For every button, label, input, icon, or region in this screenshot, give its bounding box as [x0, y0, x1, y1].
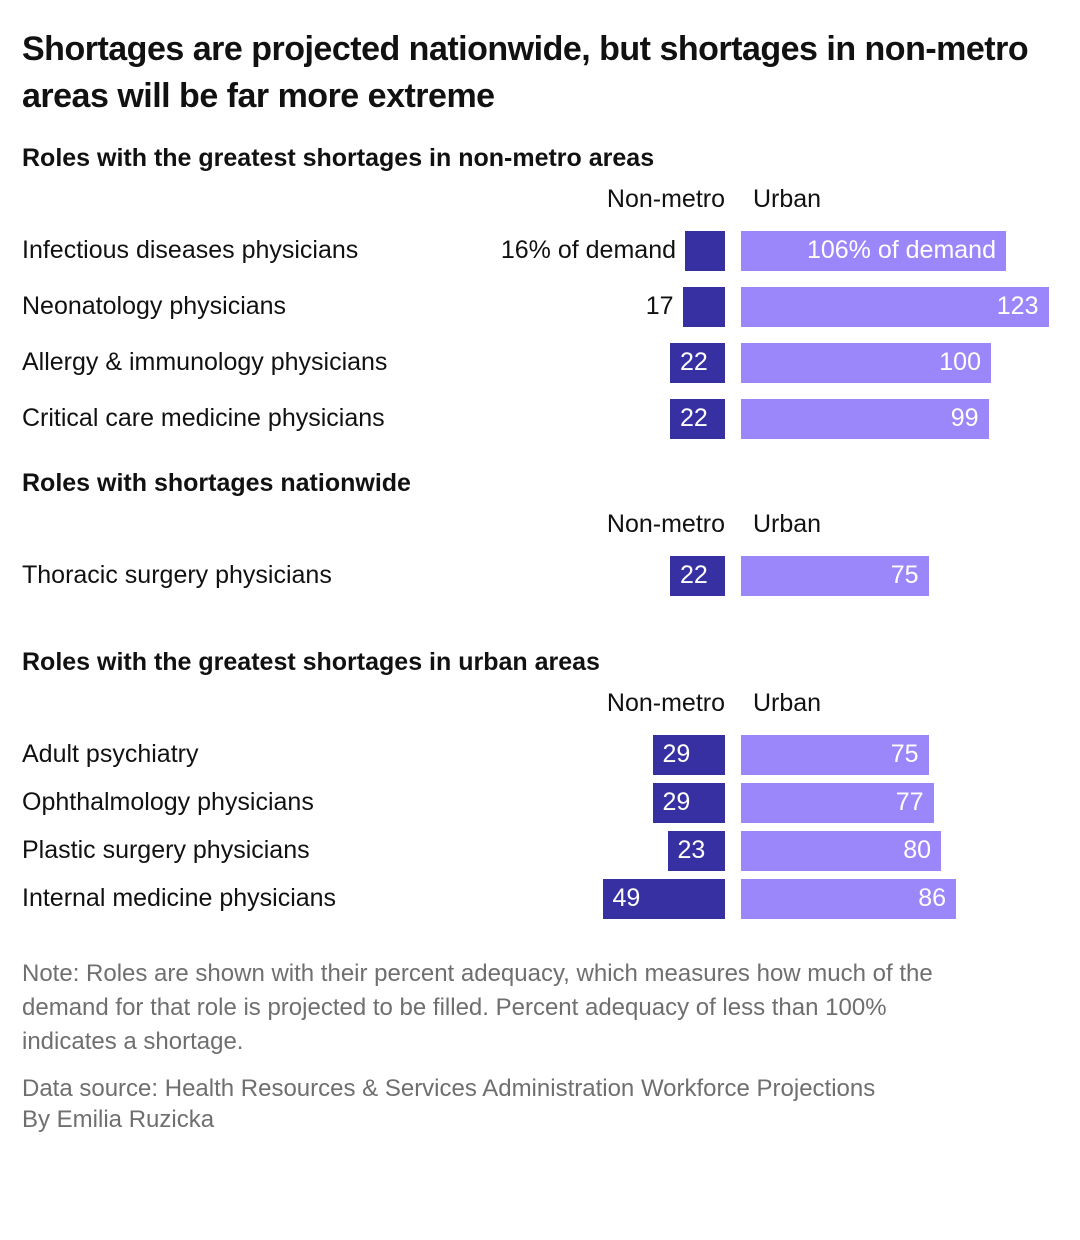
column-header-nonmetro: Non-metro [606, 509, 725, 538]
column-header-nonmetro: Non-metro [606, 688, 725, 717]
chart-row: Infectious diseases physicians 16% of de… [22, 230, 1050, 271]
nonmetro-cell: 22 [462, 398, 725, 439]
column-header-urban: Urban [753, 184, 822, 213]
urban-cell: 80 [741, 830, 1050, 871]
nonmetro-bar [685, 230, 725, 271]
nonmetro-cell: 22 [462, 342, 725, 383]
urban-cell: 106% of demand [741, 230, 1050, 271]
nonmetro-bar: 49 [602, 878, 725, 919]
row-label: Critical care medicine physicians [22, 404, 385, 433]
section-rows: Infectious diseases physicians 16% of de… [22, 230, 1050, 439]
urban-bar: 86 [741, 878, 956, 919]
urban-cell: 75 [741, 734, 1050, 775]
urban-value: 99 [950, 404, 979, 433]
column-header-nonmetro: Non-metro [606, 184, 725, 213]
urban-bar: 106% of demand [741, 230, 1006, 271]
row-label: Ophthalmology physicians [22, 788, 314, 817]
nonmetro-value-inside: 29 [662, 740, 691, 769]
chart-row: Ophthalmology physicians 29 77 [22, 782, 1050, 823]
row-label: Adult psychiatry [22, 740, 199, 769]
urban-bar: 75 [741, 734, 929, 775]
page-title: Shortages are projected nationwide, but … [22, 30, 1029, 115]
chart-section: Roles with the greatest shortages in urb… [22, 648, 1050, 919]
row-label: Thoracic surgery physicians [22, 561, 332, 590]
section-rows: Adult psychiatry 29 75 Ophthalmology phy… [22, 734, 1050, 919]
chart-row: Internal medicine physicians 49 86 [22, 878, 1050, 919]
chart-row: Thoracic surgery physicians 22 75 [22, 555, 1050, 596]
urban-value: 100 [939, 348, 981, 377]
row-label: Infectious diseases physicians [22, 236, 359, 265]
row-label: Neonatology physicians [22, 292, 287, 321]
section-title: Roles with shortages nationwide [22, 468, 411, 497]
chart-row: Allergy & immunology physicians 22 100 [22, 342, 1050, 383]
row-label: Plastic surgery physicians [22, 836, 310, 865]
nonmetro-cell: 29 [462, 734, 725, 775]
urban-bar: 75 [741, 555, 929, 596]
nonmetro-value-inside: 22 [680, 561, 708, 590]
urban-cell: 77 [741, 782, 1050, 823]
chart-row: Neonatology physicians 17 123 [22, 286, 1050, 327]
footer-note: Note: Roles are shown with their percent… [22, 959, 933, 1055]
urban-bar: 77 [741, 782, 934, 823]
nonmetro-cell: 49 [462, 878, 725, 919]
nonmetro-value-inside: 49 [612, 884, 641, 913]
urban-cell: 100 [741, 342, 1050, 383]
nonmetro-bar: 22 [670, 342, 725, 383]
chart: Roles with the greatest shortages in non… [22, 144, 1050, 919]
urban-value: 106% of demand [806, 236, 996, 265]
urban-bar: 123 [741, 286, 1049, 327]
urban-cell: 75 [741, 555, 1050, 596]
urban-value: 80 [903, 836, 931, 865]
urban-value: 123 [996, 292, 1039, 321]
nonmetro-bar: 23 [667, 830, 725, 871]
section-title: Roles with the greatest shortages in urb… [22, 647, 600, 676]
nonmetro-cell: 29 [462, 782, 725, 823]
column-header-urban: Urban [753, 688, 822, 717]
chart-section: Roles with shortages nationwide Non-metr… [22, 469, 1050, 596]
row-label: Internal medicine physicians [22, 884, 337, 913]
urban-cell: 99 [741, 398, 1050, 439]
footer: Note: Roles are shown with their percent… [22, 957, 1050, 1136]
urban-bar: 100 [741, 342, 991, 383]
nonmetro-value-inside: 29 [662, 788, 691, 817]
urban-value: 77 [895, 788, 924, 817]
nonmetro-cell: 22 [462, 555, 725, 596]
nonmetro-bar: 29 [652, 782, 725, 823]
footer-credit: Data source: Health Resources & Services… [22, 1073, 1050, 1135]
urban-cell: 123 [741, 286, 1050, 327]
data-source: Data source: Health Resources & Services… [22, 1075, 876, 1103]
column-headers: Non-metro Urban [22, 689, 1050, 719]
column-headers: Non-metro Urban [22, 510, 1050, 540]
nonmetro-bar: 29 [652, 734, 725, 775]
nonmetro-value-inside: 22 [680, 404, 708, 433]
row-label: Allergy & immunology physicians [22, 348, 388, 377]
chart-section: Roles with the greatest shortages in non… [22, 144, 1050, 439]
nonmetro-bar [682, 286, 725, 327]
urban-cell: 86 [741, 878, 1050, 919]
nonmetro-bar: 22 [670, 555, 725, 596]
byline: By Emilia Ruzicka [22, 1106, 215, 1134]
nonmetro-bar: 22 [670, 398, 725, 439]
chart-row: Adult psychiatry 29 75 [22, 734, 1050, 775]
nonmetro-value-inside: 22 [680, 348, 708, 377]
urban-bar: 80 [741, 830, 941, 871]
nonmetro-value-inside: 23 [677, 836, 706, 865]
section-title: Roles with the greatest shortages in non… [22, 143, 655, 172]
section-rows: Thoracic surgery physicians 22 75 [22, 555, 1050, 596]
urban-value: 75 [890, 561, 919, 590]
nonmetro-cell: 17 [462, 286, 725, 327]
column-header-urban: Urban [753, 509, 822, 538]
chart-row: Plastic surgery physicians 23 80 [22, 830, 1050, 871]
urban-bar: 99 [741, 398, 989, 439]
nonmetro-cell: 16% of demand [462, 230, 725, 271]
urban-value: 75 [890, 740, 919, 769]
nonmetro-value-outside: 16% of demand [500, 236, 676, 265]
nonmetro-cell: 23 [462, 830, 725, 871]
urban-value: 86 [918, 884, 946, 913]
chart-row: Critical care medicine physicians 22 99 [22, 398, 1050, 439]
column-headers: Non-metro Urban [22, 185, 1050, 215]
nonmetro-value-outside: 17 [645, 292, 674, 321]
